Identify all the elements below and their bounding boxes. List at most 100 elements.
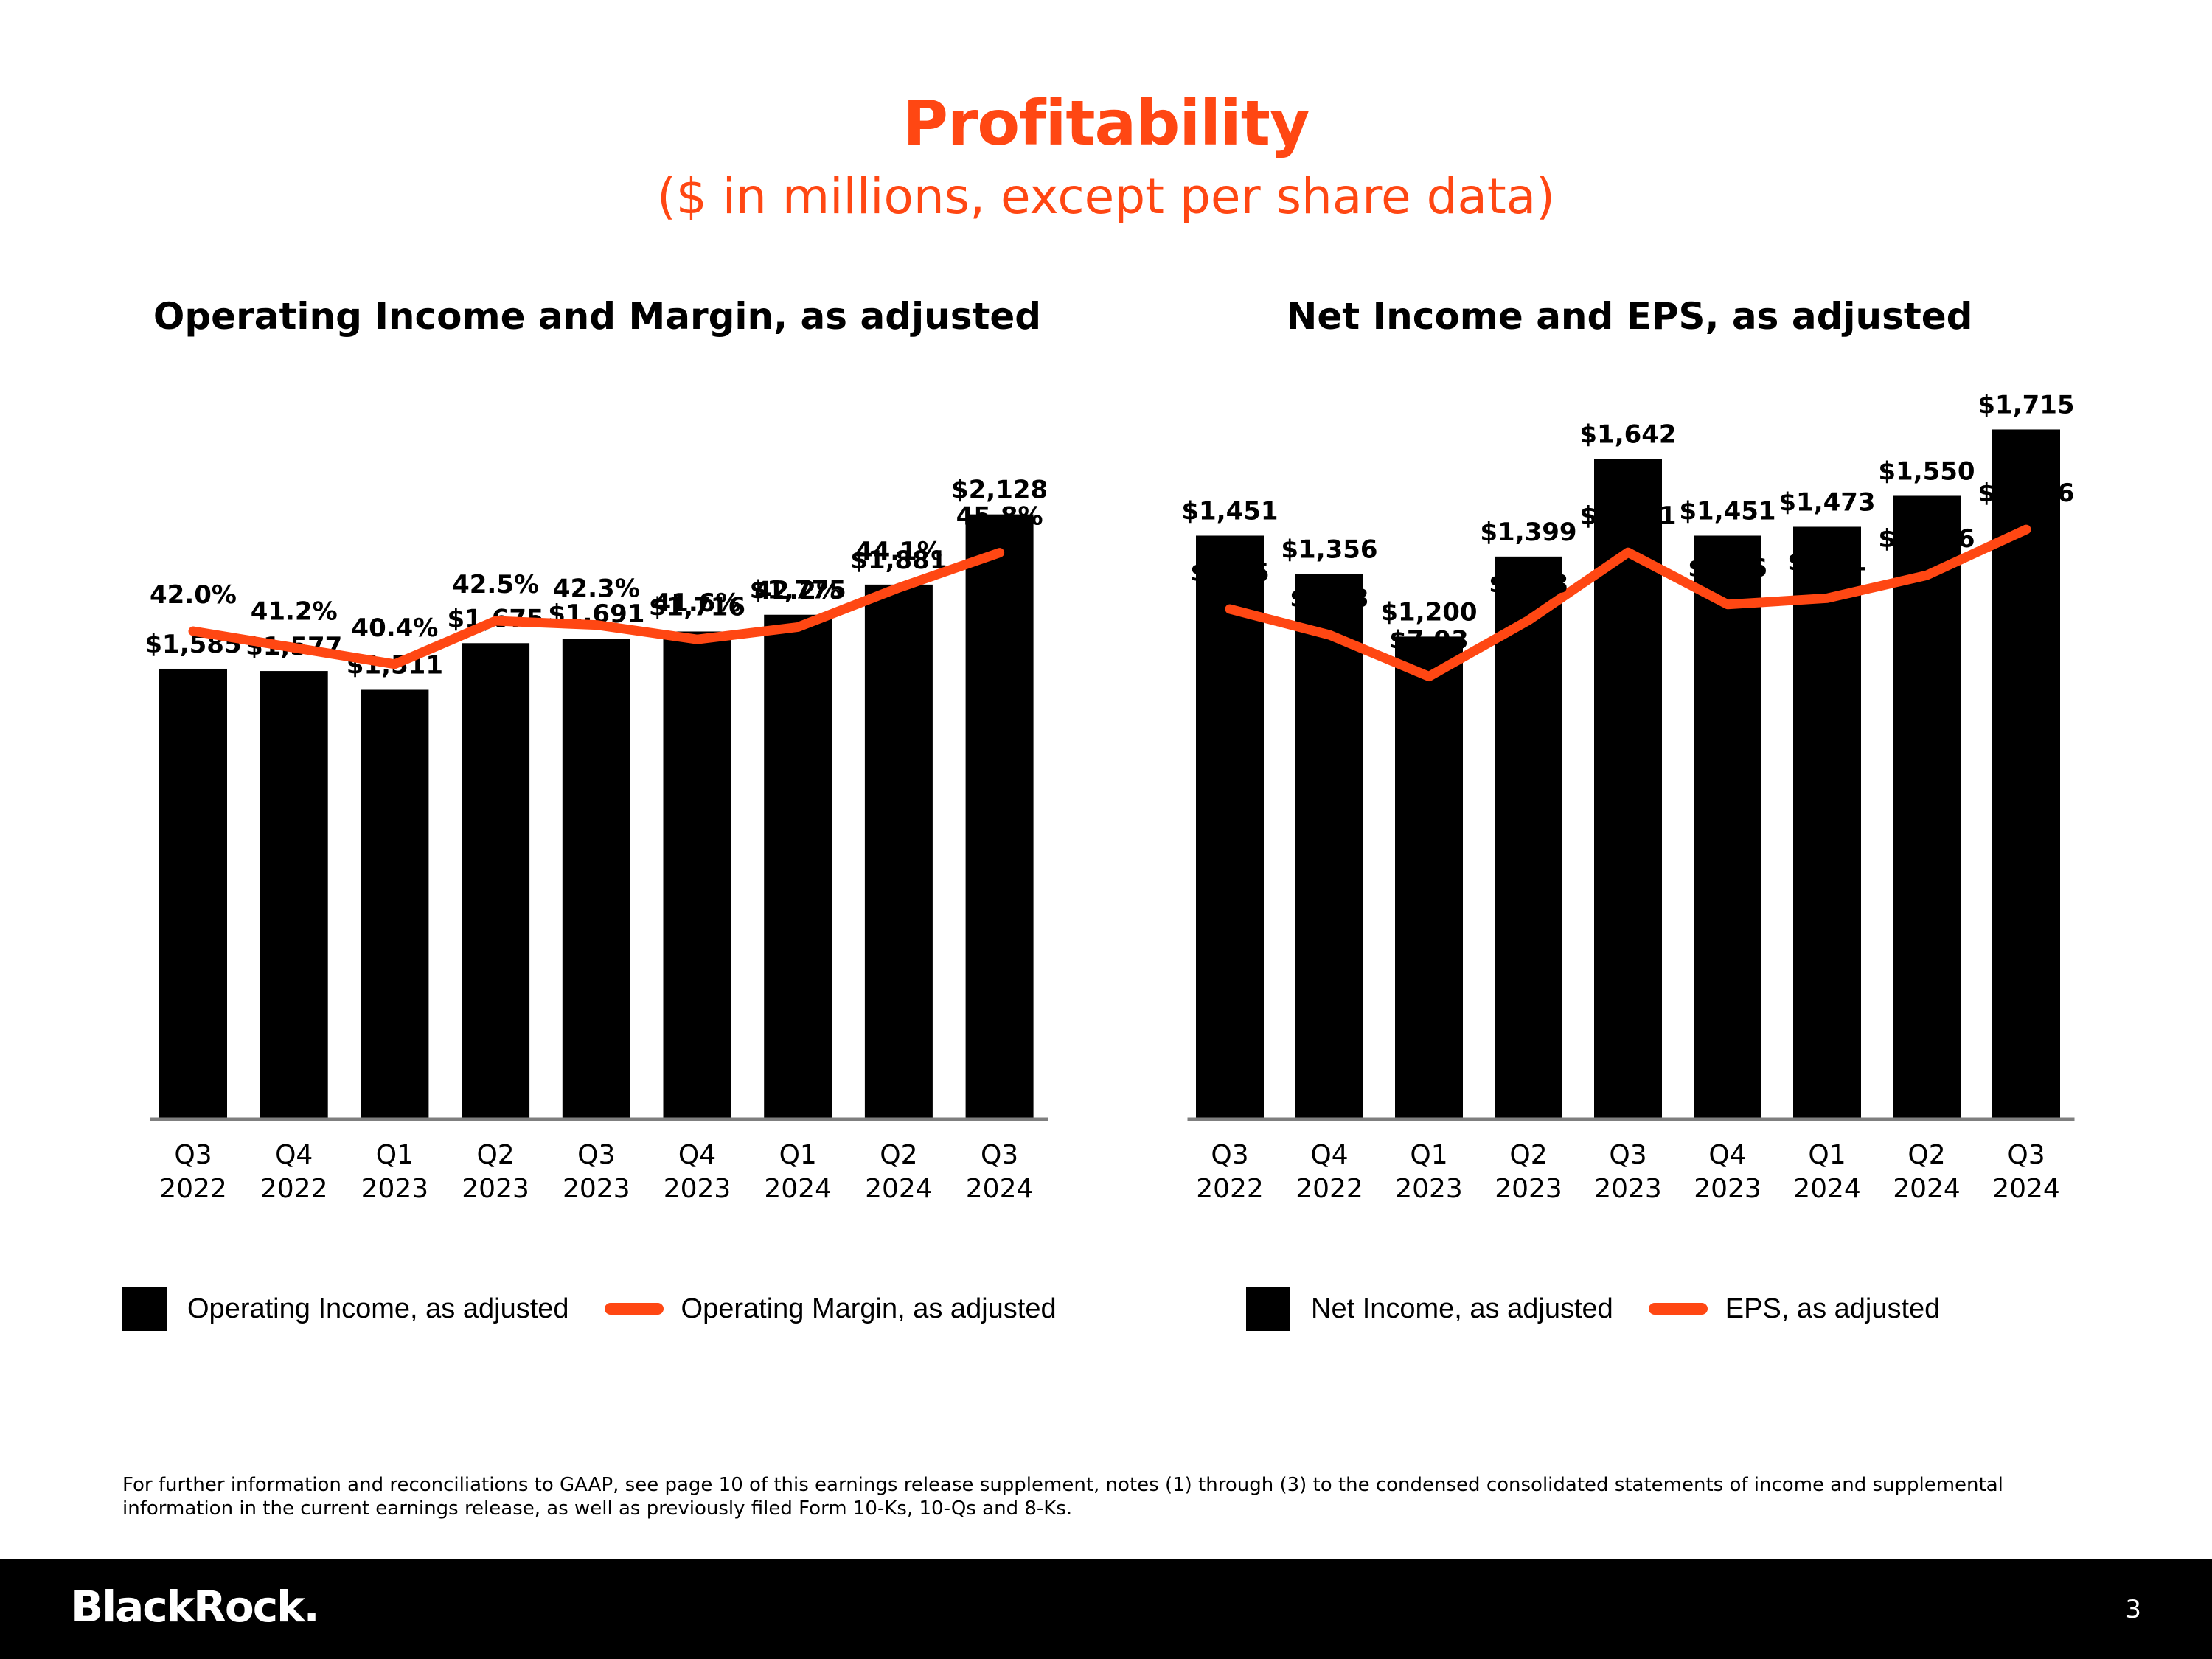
bar bbox=[1395, 636, 1463, 1119]
x-tick-label: 2024 bbox=[764, 1174, 832, 1204]
bar-value-label: $1,715 bbox=[1978, 390, 2074, 420]
bar-value-label: $1,399 bbox=[1480, 518, 1576, 547]
x-tick-label: Q2 bbox=[476, 1140, 514, 1170]
charts-canvas: $1,585 $1,577$1,511$1,675 $1,691 $1,716$1,7… bbox=[145, 390, 2074, 1204]
line-value-label: 42.2% bbox=[754, 576, 841, 605]
line-value-label: $10.36 bbox=[1878, 524, 1975, 554]
bar bbox=[1295, 574, 1363, 1119]
bar bbox=[1893, 495, 1961, 1119]
x-tick-label: Q3 bbox=[981, 1140, 1018, 1170]
bar bbox=[663, 631, 731, 1119]
x-tick-label: 2024 bbox=[1992, 1174, 2060, 1204]
x-tick-label: Q4 bbox=[275, 1140, 313, 1170]
legend-line-swatch bbox=[604, 1303, 664, 1315]
line-value-label: $10.91 bbox=[1579, 501, 1676, 531]
page-number: 3 bbox=[2125, 1595, 2141, 1624]
x-tick-label: 2022 bbox=[260, 1174, 328, 1204]
bar bbox=[562, 639, 630, 1119]
legend-operating-margin: Operating Margin, as adjusted bbox=[681, 1293, 1057, 1324]
x-tick-label: Q1 bbox=[376, 1140, 414, 1170]
x-tick-label: 2023 bbox=[1395, 1174, 1463, 1204]
x-tick-label: 2022 bbox=[1295, 1174, 1363, 1204]
bar-value-label: $1,451 bbox=[1679, 496, 1775, 526]
x-tick-label: Q1 bbox=[1410, 1140, 1447, 1170]
bar-value-label: $1,642 bbox=[1579, 420, 1676, 449]
footnote: For further information and reconciliati… bbox=[122, 1474, 2003, 1520]
x-tick-label: 2023 bbox=[1594, 1174, 1662, 1204]
x-tick-label: 2023 bbox=[462, 1174, 529, 1204]
bar bbox=[1196, 535, 1264, 1119]
line-value-label: $8.93 bbox=[1290, 584, 1369, 613]
bar-value-label: $2,128 bbox=[951, 476, 1048, 505]
line-value-label: $9.66 bbox=[1688, 554, 1767, 583]
x-tick-label: 2024 bbox=[966, 1174, 1034, 1204]
bar-value-label: $1,473 bbox=[1778, 487, 1875, 517]
x-tick-label: Q4 bbox=[678, 1140, 716, 1170]
line-value-label: 42.3% bbox=[553, 574, 640, 604]
x-tick-label: Q2 bbox=[880, 1140, 917, 1170]
x-tick-label: 2024 bbox=[865, 1174, 933, 1204]
x-tick-label: 2023 bbox=[664, 1174, 731, 1204]
x-tick-label: Q3 bbox=[174, 1140, 212, 1170]
left-chart-title: Operating Income and Margin, as adjusted bbox=[153, 295, 1042, 338]
x-tick-label: Q3 bbox=[1211, 1140, 1248, 1170]
x-tick-label: Q2 bbox=[1907, 1140, 1945, 1170]
x-tick-label: Q4 bbox=[1708, 1140, 1746, 1170]
bar-value-label: $1,881 bbox=[850, 546, 947, 575]
line-value-label: 42.0% bbox=[150, 580, 237, 610]
x-tick-label: 2023 bbox=[1495, 1174, 1562, 1204]
bar bbox=[260, 671, 328, 1119]
line-value-label: $9.81 bbox=[1787, 547, 1867, 577]
bar bbox=[864, 584, 933, 1119]
bar-value-label: $1,550 bbox=[1878, 456, 1975, 486]
x-tick-label: Q3 bbox=[1609, 1140, 1646, 1170]
line-value-label: 42.5% bbox=[452, 570, 539, 599]
bar bbox=[462, 643, 530, 1119]
bar bbox=[361, 689, 429, 1119]
blackrock-logo: BlackRock. bbox=[71, 1582, 320, 1632]
x-tick-label: Q4 bbox=[1310, 1140, 1348, 1170]
bar-value-label: $1,451 bbox=[1181, 496, 1278, 526]
x-tick-label: Q1 bbox=[1808, 1140, 1846, 1170]
left-legend: Operating Income, as adjusted Operating … bbox=[122, 1287, 1057, 1331]
bar bbox=[1495, 556, 1562, 1119]
legend-eps: EPS, as adjusted bbox=[1725, 1293, 1941, 1324]
line-value-label: 40.4% bbox=[351, 613, 438, 643]
bar bbox=[159, 668, 227, 1119]
x-tick-label: 2022 bbox=[159, 1174, 227, 1204]
legend-operating-income: Operating Income, as adjusted bbox=[187, 1293, 569, 1324]
line-value-label: 41.2% bbox=[251, 597, 338, 626]
right-chart-title: Net Income and EPS, as adjusted bbox=[1286, 295, 1973, 338]
page-title: Profitability bbox=[902, 87, 1310, 159]
bar-value-label: $1,775 bbox=[750, 576, 846, 605]
x-tick-label: 2023 bbox=[361, 1174, 429, 1204]
x-tick-label: Q3 bbox=[577, 1140, 615, 1170]
x-tick-label: Q2 bbox=[1509, 1140, 1547, 1170]
right-legend: Net Income, as adjusted EPS, as adjusted bbox=[1246, 1287, 1940, 1331]
footer-bar: BlackRock. 3 bbox=[0, 1559, 2212, 1659]
x-tick-label: 2022 bbox=[1196, 1174, 1264, 1204]
x-tick-label: 2024 bbox=[1893, 1174, 1961, 1204]
page-subtitle: ($ in millions, except per share data) bbox=[656, 168, 1555, 225]
x-tick-label: 2024 bbox=[1793, 1174, 1861, 1204]
line-value-label: 45.8% bbox=[956, 502, 1043, 532]
x-tick-label: 2023 bbox=[1694, 1174, 1761, 1204]
legend-net-income: Net Income, as adjusted bbox=[1311, 1293, 1613, 1324]
bar-value-label: $1,200 bbox=[1380, 597, 1477, 627]
bar-value-label: $1,356 bbox=[1281, 535, 1377, 564]
bar bbox=[965, 514, 1034, 1119]
legend-line-swatch bbox=[1648, 1303, 1708, 1315]
legend-bar-swatch bbox=[1246, 1287, 1290, 1331]
line-value-label: $9.55 bbox=[1190, 558, 1270, 588]
bar-value-label: $1,716 bbox=[649, 592, 745, 622]
line-value-label: $11.46 bbox=[1978, 479, 2074, 508]
x-tick-label: Q3 bbox=[2007, 1140, 2045, 1170]
bar bbox=[764, 614, 832, 1119]
bar bbox=[1793, 526, 1861, 1119]
legend-bar-swatch bbox=[122, 1287, 167, 1331]
line-value-label: $9.28 bbox=[1489, 569, 1568, 599]
x-tick-label: Q1 bbox=[779, 1140, 817, 1170]
line-value-label: $7.93 bbox=[1389, 626, 1469, 655]
x-tick-label: 2023 bbox=[563, 1174, 630, 1204]
line-value-label: 44.1% bbox=[855, 537, 942, 566]
